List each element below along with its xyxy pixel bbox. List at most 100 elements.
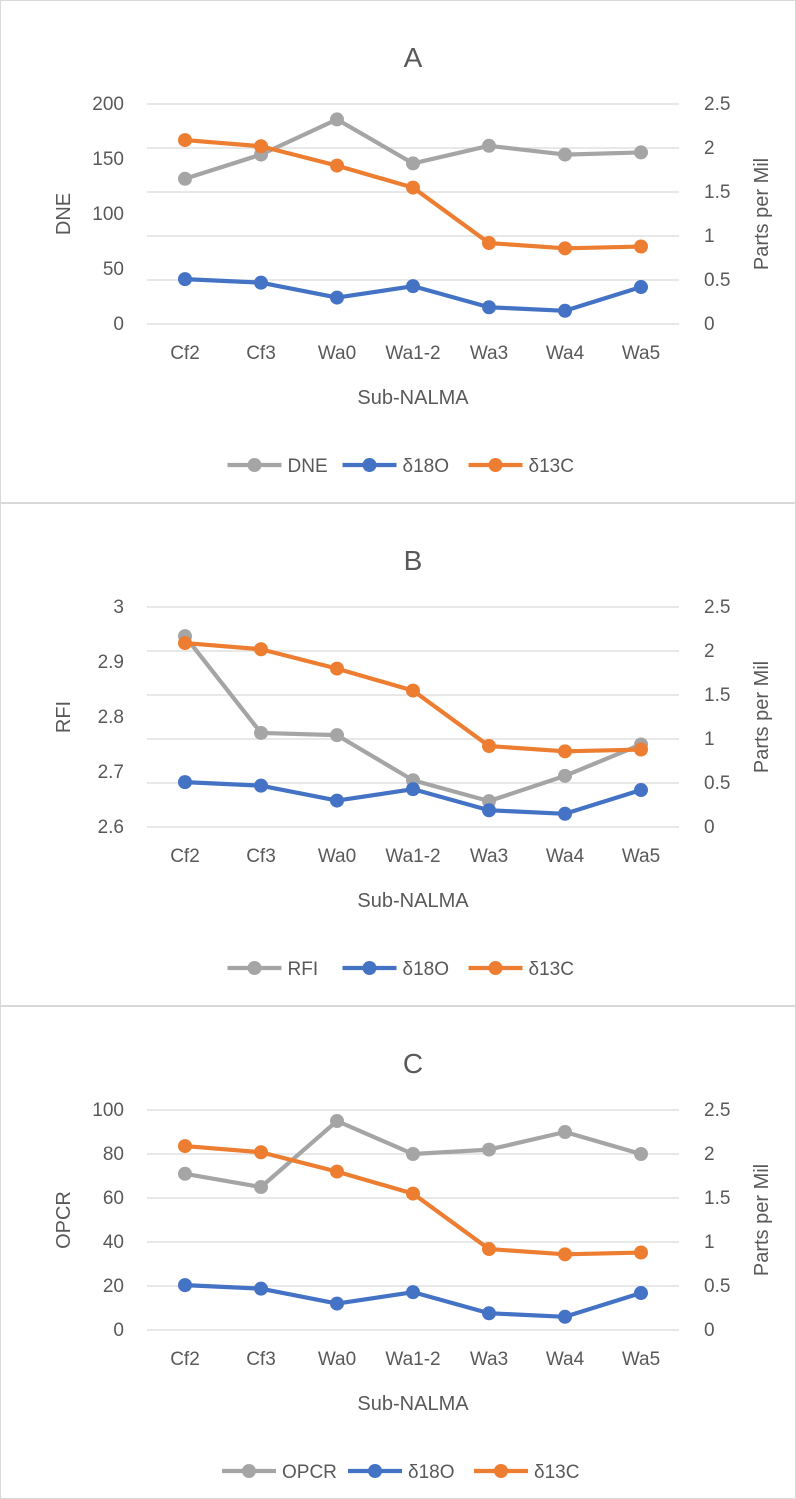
x-tick-label: Wa5	[622, 846, 660, 867]
x-tick-label: Cf3	[246, 343, 276, 364]
data-point-delta18o	[330, 793, 344, 808]
left-tick-label: 0	[113, 314, 124, 335]
legend-label: DNE	[288, 456, 328, 477]
x-tick-label: Wa4	[546, 846, 585, 867]
x-tick-label: Wa0	[318, 846, 356, 867]
chart-panel-b: B 2.6 2.7 2.8 2.9 3 0 0.5 1 1.5 2 2.5 Cf2 Cf3 Wa0 Wa1-2…	[0, 503, 796, 1006]
data-point-delta13c	[482, 1242, 496, 1257]
left-tick-label: 2.8	[98, 707, 124, 728]
x-tick-label: Wa3	[470, 846, 508, 867]
data-point-dne	[558, 147, 572, 162]
x-axis-title: Sub-NALMA	[357, 387, 469, 409]
data-point-delta18o	[254, 275, 268, 290]
right-tick-label: 0.5	[704, 773, 730, 794]
legend-label: OPCR	[282, 1462, 337, 1483]
right-tick-label: 1	[704, 1232, 715, 1253]
legend: DNE δ18O δ13C	[227, 456, 574, 477]
left-tick-label: 40	[103, 1232, 124, 1253]
left-tick-label: 100	[92, 204, 124, 225]
right-tick-label: 1	[704, 729, 715, 750]
data-point-delta13c	[558, 1247, 572, 1262]
legend-item-delta13c: δ13C	[468, 959, 574, 980]
series-rfi	[178, 629, 648, 809]
data-point-delta13c	[406, 1186, 420, 1201]
data-point-rfi	[254, 725, 268, 740]
data-point-delta18o	[178, 1278, 192, 1293]
data-point-delta18o	[634, 783, 648, 798]
left-tick-label: 60	[103, 1188, 124, 1209]
data-point-opcr	[330, 1114, 344, 1128]
chart-panel-c: C 0 20 40 60 80 100 0 0.5 1 1.5 2 2.5 Cf2 Cf3 Wa0 Wa1-2 W…	[0, 1006, 796, 1499]
x-tick-label: Wa4	[546, 1349, 585, 1370]
data-point-delta18o	[634, 280, 648, 295]
series-delta18o	[178, 775, 648, 821]
x-axis-title: Sub-NALMA	[357, 890, 469, 912]
legend-label: RFI	[288, 959, 319, 980]
data-point-delta18o	[558, 806, 572, 821]
data-point-delta18o	[634, 1286, 648, 1301]
data-point-delta13c	[330, 1164, 344, 1179]
right-tick-label: 2	[704, 641, 715, 662]
data-point-delta18o	[330, 290, 344, 305]
legend-label: δ13C	[529, 959, 574, 980]
right-tick-label: 0.5	[704, 1276, 730, 1297]
data-point-dne	[406, 156, 420, 171]
data-point-dne	[634, 145, 648, 160]
data-point-delta13c	[254, 642, 268, 657]
series-delta13c	[178, 1139, 648, 1262]
data-point-opcr	[482, 1142, 496, 1157]
data-point-delta18o	[558, 1309, 572, 1324]
series-delta18o	[178, 1278, 648, 1324]
legend-item-opcr: OPCR	[222, 1462, 337, 1483]
x-tick-label: Cf2	[170, 846, 200, 867]
chart-title: A	[404, 42, 423, 73]
data-point-delta13c	[178, 636, 192, 651]
data-point-delta13c	[254, 139, 268, 154]
series-dne	[178, 112, 648, 186]
right-tick-label: 2.5	[704, 597, 730, 618]
data-point-opcr	[406, 1147, 420, 1161]
x-tick-label: Cf2	[170, 343, 200, 364]
legend-label: δ18O	[403, 959, 450, 980]
legend-label: δ13C	[534, 1462, 579, 1483]
legend-marker	[247, 458, 262, 472]
legend-marker	[488, 961, 503, 975]
data-point-delta18o	[254, 778, 268, 793]
legend-item-delta13c: δ13C	[474, 1462, 579, 1483]
legend-item-delta18o: δ18O	[348, 1462, 455, 1483]
left-tick-label: 2.7	[98, 762, 124, 783]
data-point-delta18o	[406, 279, 420, 294]
right-tick-label: 2	[704, 1144, 715, 1165]
data-point-delta18o	[178, 775, 192, 790]
series-delta13c	[178, 636, 648, 759]
data-point-delta13c	[406, 180, 420, 195]
left-tick-label: 2.9	[98, 652, 124, 673]
legend-item-rfi: RFI	[227, 959, 319, 980]
legend-marker	[362, 458, 377, 472]
data-point-delta13c	[330, 158, 344, 173]
data-point-delta13c	[178, 133, 192, 148]
chart-a: A 0 50 100 150 200 0 0.5 1 1.5 2 2.5 Cf2 Cf3 Wa0 Wa1-2 W…	[53, 42, 773, 477]
data-point-delta18o	[482, 803, 496, 818]
data-point-delta18o	[406, 1285, 420, 1300]
legend-marker	[494, 1464, 508, 1478]
chart-c: C 0 20 40 60 80 100 0 0.5 1 1.5 2 2.5 Cf2 Cf3 Wa0 Wa1-2 W…	[53, 1048, 773, 1483]
x-tick-label: Wa1-2	[385, 343, 440, 364]
left-tick-label: 80	[103, 1144, 124, 1165]
left-tick-label: 20	[103, 1276, 124, 1297]
left-tick-label: 50	[103, 259, 124, 280]
data-point-dne	[330, 112, 344, 127]
x-tick-label: Wa3	[470, 343, 508, 364]
right-tick-label: 0	[704, 817, 715, 838]
left-tick-label: 100	[92, 1100, 124, 1121]
legend-label: δ18O	[403, 456, 450, 477]
y-axis-title: OPCR	[53, 1191, 75, 1249]
data-point-delta18o	[558, 303, 572, 318]
data-point-delta13c	[634, 742, 648, 757]
y2-axis-title: Parts per Mil	[751, 1164, 773, 1276]
series-opcr	[178, 1114, 648, 1194]
data-point-rfi	[330, 728, 344, 743]
data-point-delta13c	[406, 683, 420, 698]
y2-axis-title: Parts per Mil	[751, 158, 773, 270]
x-tick-label: Wa5	[622, 1349, 660, 1370]
